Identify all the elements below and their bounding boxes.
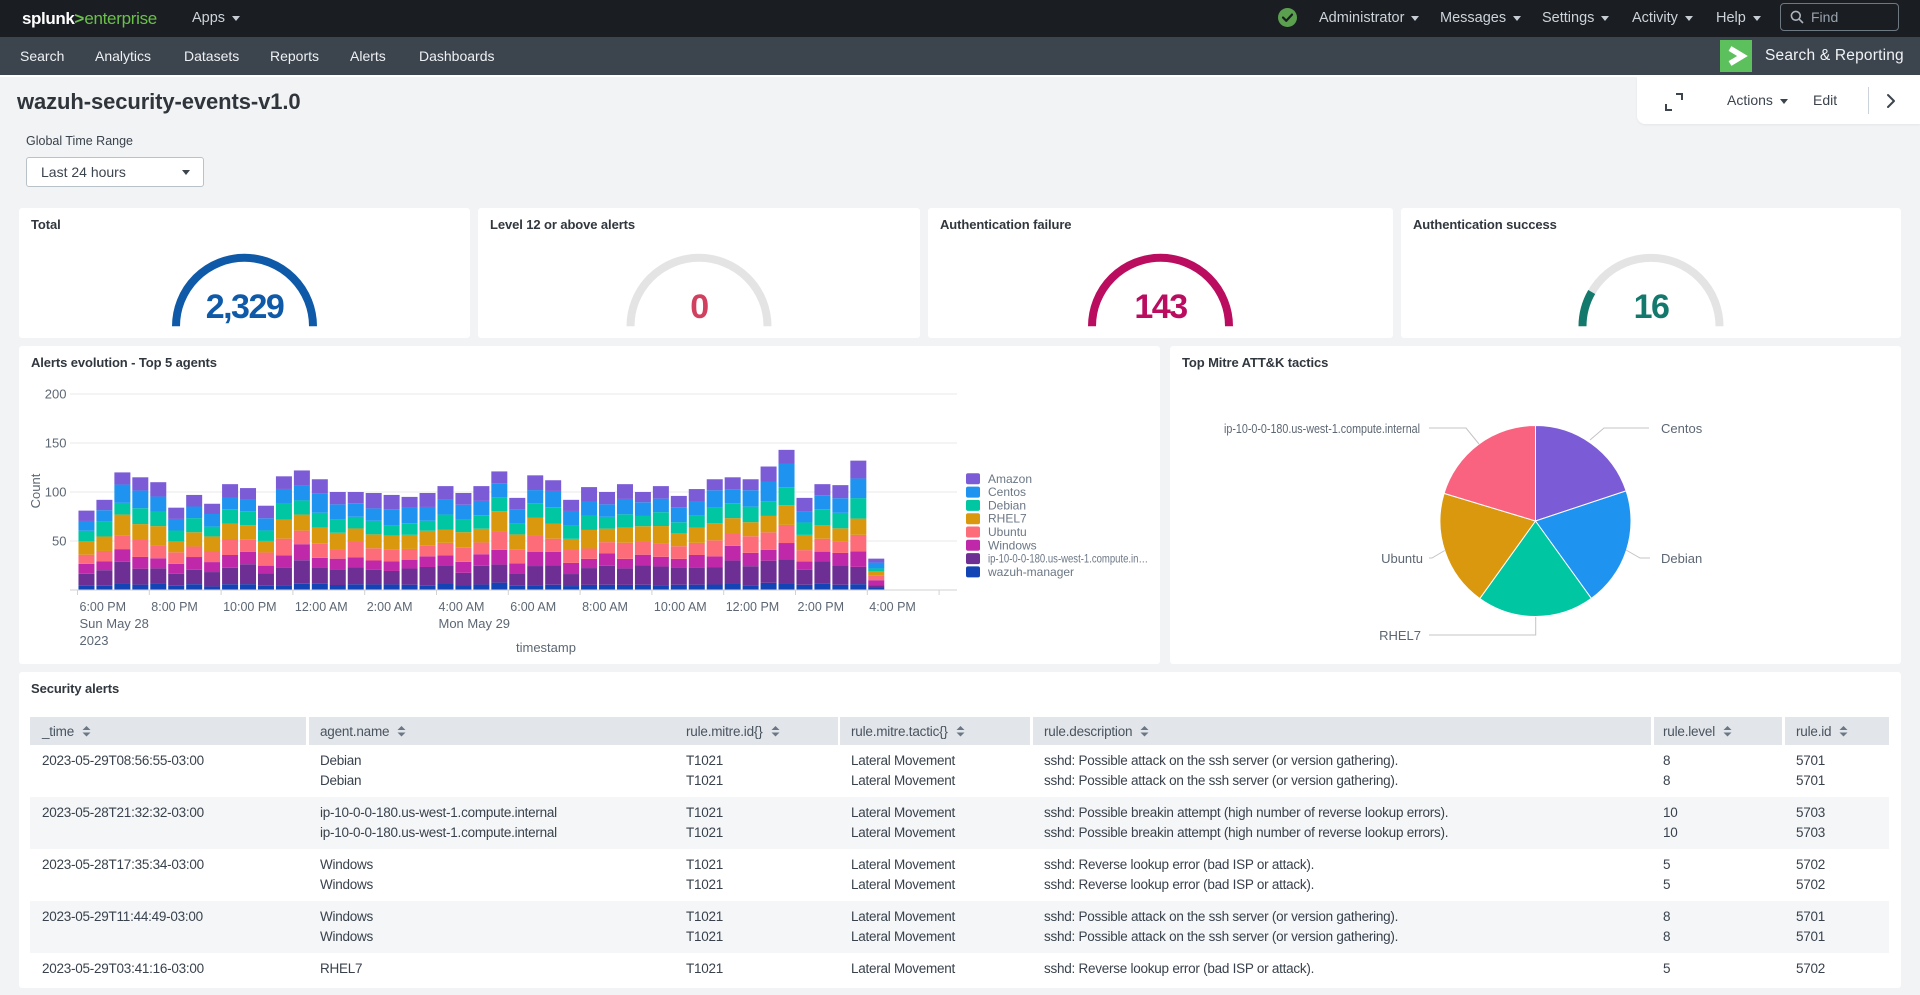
svg-text:timestamp: timestamp [516,640,576,655]
svg-text:2:00 PM: 2:00 PM [798,600,845,614]
svg-text:10:00 AM: 10:00 AM [654,600,707,614]
svg-text:Count: Count [28,473,43,508]
svg-text:200: 200 [45,387,67,402]
svg-text:0: 0 [690,288,708,326]
svg-text:Mon May 29: Mon May 29 [439,616,511,631]
svg-text:ip-10-0-0-180.us-west-1.comput: ip-10-0-0-180.us-west-1.compute.in… [988,552,1148,566]
svg-text:143: 143 [1134,288,1187,326]
svg-text:8:00 AM: 8:00 AM [582,600,628,614]
svg-text:Debian: Debian [988,498,1026,512]
svg-text:10:00 PM: 10:00 PM [223,600,277,614]
svg-text:Centos: Centos [1661,421,1703,436]
svg-text:8:00 PM: 8:00 PM [151,600,198,614]
svg-text:100: 100 [45,485,67,500]
svg-text:12:00 PM: 12:00 PM [726,600,780,614]
svg-text:Ubuntu: Ubuntu [1381,551,1423,566]
svg-text:Sun May 28: Sun May 28 [80,616,149,631]
svg-text:16: 16 [1634,288,1669,326]
svg-text:Amazon: Amazon [988,472,1032,486]
svg-text:2023: 2023 [80,633,109,648]
svg-text:4:00 AM: 4:00 AM [439,600,485,614]
svg-text:6:00 AM: 6:00 AM [510,600,556,614]
svg-text:2,329: 2,329 [206,288,284,326]
svg-text:150: 150 [45,436,67,451]
svg-text:4:00 PM: 4:00 PM [869,600,916,614]
svg-text:ip-10-0-0-180.us-west-1.comput: ip-10-0-0-180.us-west-1.compute.internal [1224,421,1420,436]
svg-text:Ubuntu: Ubuntu [988,525,1027,539]
svg-text:6:00 PM: 6:00 PM [80,600,127,614]
svg-text:RHEL7: RHEL7 [988,512,1027,526]
svg-text:RHEL7: RHEL7 [1379,628,1421,643]
svg-text:12:00 AM: 12:00 AM [295,600,348,614]
svg-text:50: 50 [52,534,66,549]
svg-text:2:00 AM: 2:00 AM [367,600,413,614]
svg-text:wazuh-manager: wazuh-manager [987,565,1074,579]
svg-text:Centos: Centos [988,485,1026,499]
svg-text:Debian: Debian [1661,551,1702,566]
svg-text:Windows: Windows [988,538,1037,552]
